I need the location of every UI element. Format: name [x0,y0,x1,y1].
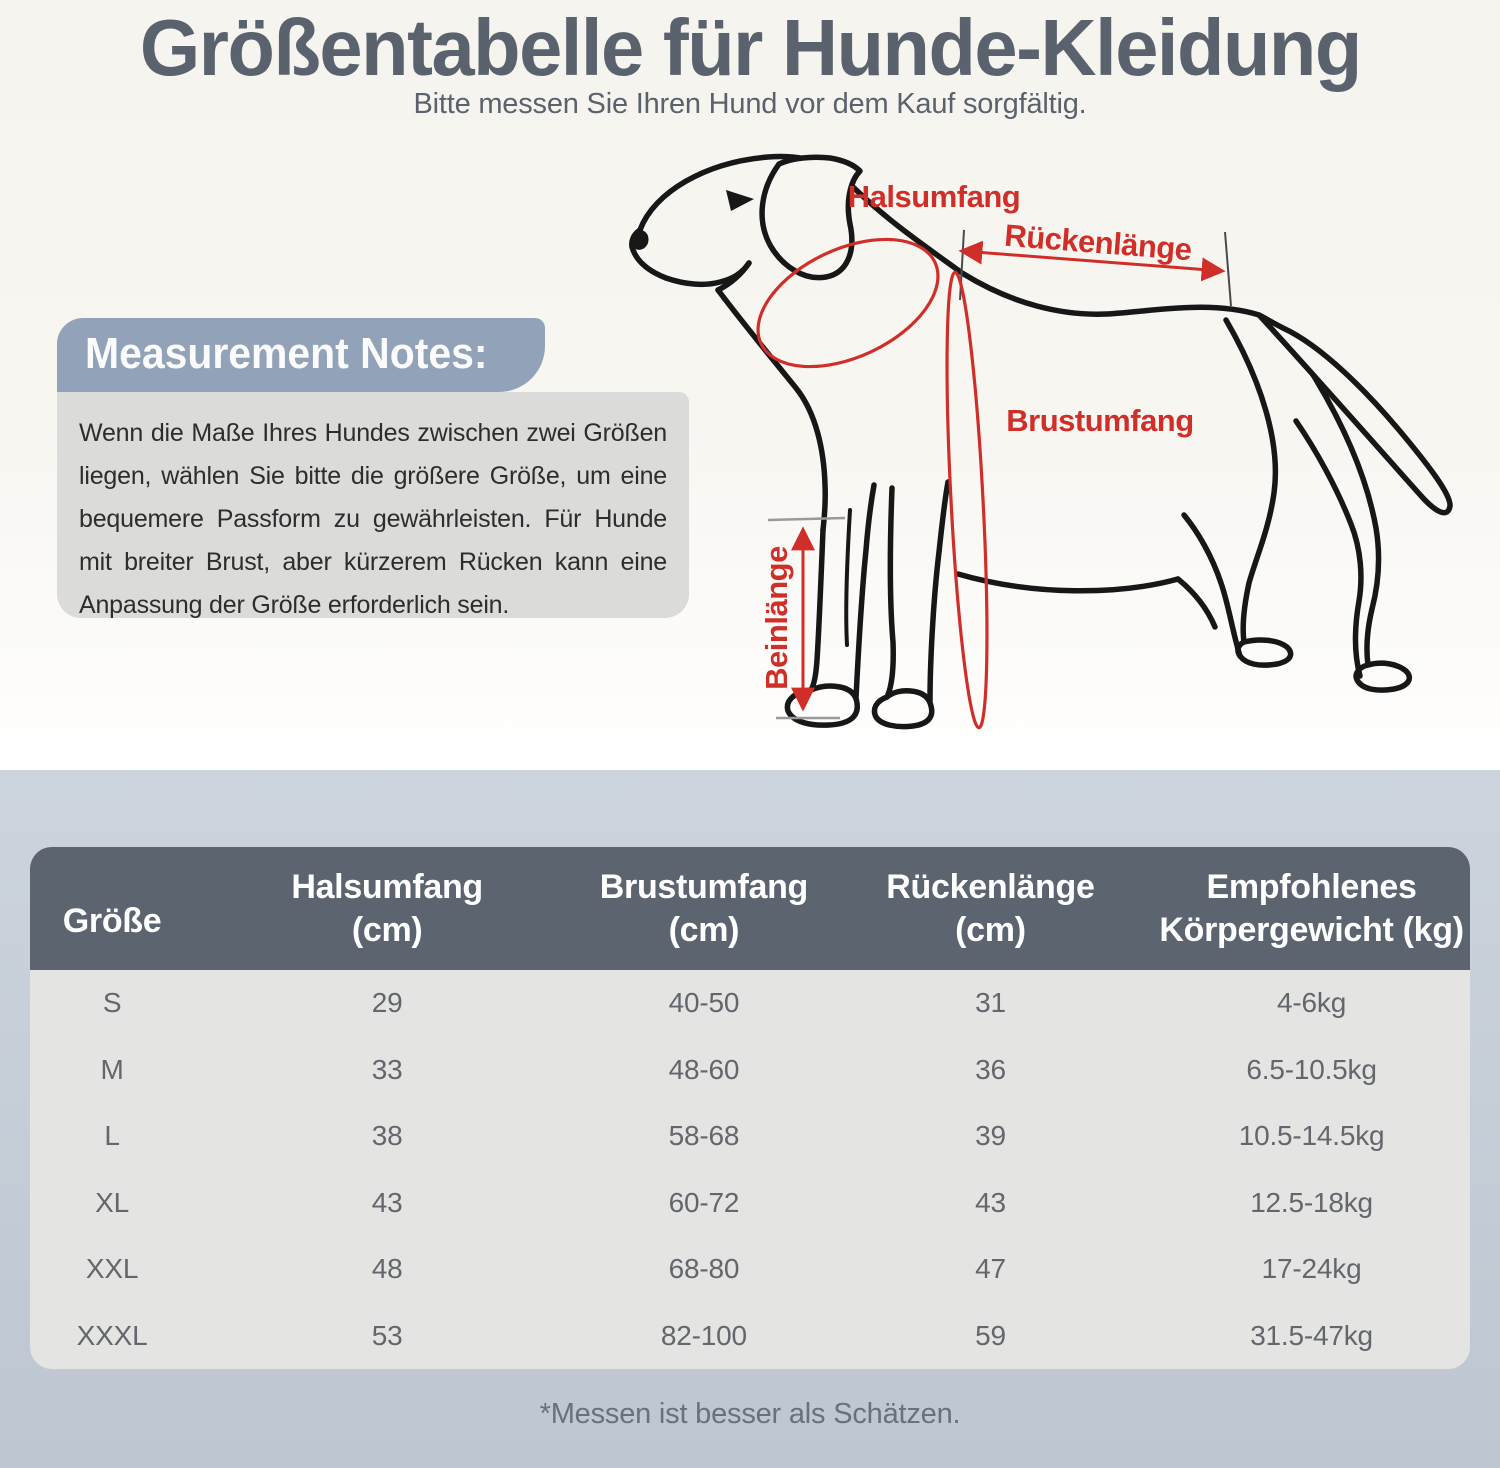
cell-neck: 33 [371,1053,403,1085]
dog-near-foreleg-back [853,482,877,701]
cell-neck: 43 [371,1186,403,1218]
dog-eye [726,190,754,211]
neck-girth-ellipse [756,237,940,369]
page-title-text: Größentabelle für Hunde-Kleidung [139,3,1362,92]
cell-size: S [102,987,122,1019]
leg-length-ticks [767,516,846,720]
header-cell-size: Größe [30,874,194,943]
table-row: XL 43 60-72 43 12.5-18kg [30,1170,1470,1237]
measurement-annotations [756,237,1226,730]
header-size-label: Größe [62,902,162,940]
leg-top-tick [767,516,846,522]
dog-far-fore-paw [871,688,935,730]
cell-weight: 6.5-10.5kg [1246,1053,1377,1085]
dog-far-hind-paw [1353,660,1412,693]
chest-girth-ellipse [945,270,989,730]
table-row: M 33 48-60 36 6.5-10.5kg [30,1037,1470,1104]
dog-near-foreleg [808,527,826,693]
dog-ear [759,154,863,281]
chest-girth-label: Brustumfang [1006,403,1193,438]
measurement-notes-text: Wenn die Maße Ihres Hundes zwischen zwei… [57,392,689,619]
header-neck-unit: (cm) [351,910,423,949]
table-section: Größe Halsumfang (cm) Brustumfang (cm) Rüc… [0,770,1500,1468]
dog-belly [955,571,1181,594]
cell-neck: 53 [371,1319,403,1351]
table-row: L 38 58-68 39 10.5-14.5kg [30,1103,1470,1170]
dog-near-hind-leg-inner [1181,512,1243,659]
dog-far-foreleg-back [927,479,951,704]
measurement-notes-box: Measurement Notes: Wenn die Maße Ihres H… [57,318,689,619]
cell-back: 31 [975,987,1006,1019]
dog-chest-front [715,287,828,533]
dog-cheek [715,260,752,293]
cell-chest: 48-60 [668,1053,740,1085]
dog-near-hind-paw [1235,637,1294,668]
dog-far-hind-leg-inner [1293,418,1364,679]
leg-length-label: Beinlänge [759,546,794,690]
cell-size: XXXL [76,1319,148,1351]
cell-weight: 17-24kg [1261,1253,1362,1285]
dog-far-foreleg [884,485,896,700]
dog-measurement-diagram: Halsumfang Rückenlänge Brustumfang Beinl… [629,153,1453,730]
dog-foreleg-tendon [844,508,852,647]
dog-tail [1256,312,1453,516]
cell-chest: 82-100 [660,1319,747,1351]
cell-size: L [104,1120,120,1152]
cell-back: 43 [975,1186,1006,1218]
dog-back-contour [637,153,1262,318]
measurement-notes-heading-text: Measurement Notes: [85,329,488,378]
cell-neck: 38 [371,1120,403,1152]
cell-back: 47 [975,1253,1006,1285]
top-section: Größentabelle für Hunde-Kleidung Bitte m… [0,0,1500,770]
cell-chest: 58-68 [668,1120,740,1152]
dog-muzzle [629,227,752,288]
size-table-header: Größe Halsumfang (cm) Brustumfang (cm) Rüc… [30,847,1470,970]
dog-near-hind-leg [1223,317,1279,645]
table-row: XXL 48 68-80 47 17-24kg [30,1236,1470,1303]
dog-outline [629,153,1453,730]
cell-size: XL [95,1186,129,1218]
back-length-arrow [958,240,1226,282]
cell-neck: 48 [371,1253,403,1285]
page-subtitle: Bitte messen Sie Ihren Hund vor dem Kauf… [413,88,1087,120]
header-cell-neck: Halsumfang (cm) [194,866,580,952]
back-length-label: Rückenlänge [1003,218,1193,268]
cell-chest: 68-80 [668,1253,740,1285]
cell-back: 36 [975,1053,1006,1085]
size-table: Größe Halsumfang (cm) Brustumfang (cm) Rüc… [30,847,1470,1369]
header-cell-back: Rückenlänge (cm) [828,866,1153,952]
tail-base-tick [1224,231,1232,307]
dog-nose [630,230,649,250]
dog-thigh-front [1175,576,1218,630]
cell-chest: 60-72 [668,1186,740,1218]
cell-neck: 29 [371,987,403,1019]
header-cell-weight: Empfohlenes Körpergewicht (kg) [1153,866,1470,952]
size-table-body: S 29 40-50 31 4-6kg M 33 48-60 36 6.5-10.5kg L 38… [30,970,1470,1369]
header-weight-unit: Körpergewicht (kg) [1159,910,1464,949]
cell-size: XXL [85,1253,139,1285]
header-chest-unit: (cm) [668,910,740,949]
measurement-notes-heading: Measurement Notes: [57,318,545,392]
table-row: S 29 40-50 31 4-6kg [30,970,1470,1037]
header-back-unit: (cm) [955,910,1026,949]
footnote: *Messen ist besser als Schätzen. [539,1398,961,1430]
table-row: XXXL 53 82-100 59 31.5-47kg [30,1303,1470,1370]
header-weight-label: Empfohlenes [1206,867,1417,906]
cell-size: M [100,1053,124,1085]
cell-weight: 31.5-47kg [1250,1319,1373,1351]
dog-far-hind-leg [1304,362,1382,668]
cell-back: 59 [975,1319,1006,1351]
header-back-label: Rückenlänge [886,867,1095,906]
cell-back: 39 [975,1120,1006,1152]
header-neck-label: Halsumfang [291,867,483,906]
cell-weight: 12.5-18kg [1250,1186,1373,1218]
cell-weight: 10.5-14.5kg [1238,1120,1385,1152]
cell-chest: 40-50 [668,987,740,1019]
dog-near-fore-paw [784,683,860,728]
page-title: Größentabelle für Hunde-Kleidung [0,2,1500,94]
header-cell-chest: Brustumfang (cm) [580,866,828,952]
header-chest-label: Brustumfang [599,867,809,906]
cell-weight: 4-6kg [1277,987,1347,1019]
neck-girth-label: Halsumfang [848,179,1020,214]
